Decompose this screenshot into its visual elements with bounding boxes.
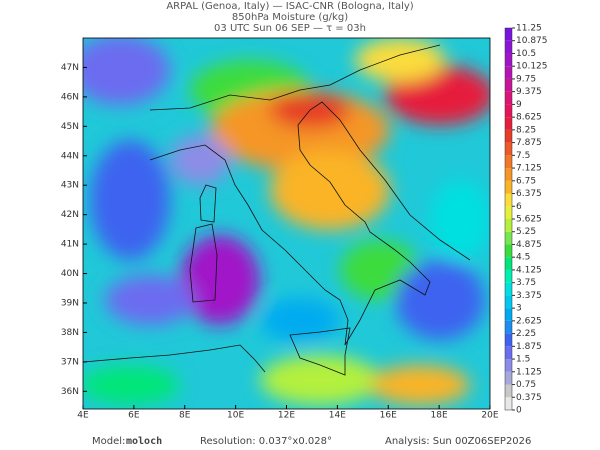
colorbar-label: 10.5 [516,49,536,59]
y-tick-label: 43N [61,181,79,191]
colorbar-label: 9.75 [516,74,536,84]
y-tick-label: 45N [61,122,79,132]
coastline-africa [83,344,266,373]
colorbar-bin [505,244,512,258]
colorbar-bin [505,180,512,194]
colorbar-bin [505,193,512,207]
x-tick-label: 4E [77,411,89,421]
border [149,44,441,111]
colorbar-bin [505,308,512,321]
x-tick-label: 10E [227,411,244,421]
x-tick-label: 18E [431,411,448,421]
y-tick-label: 42N [61,210,79,220]
colorbar-bin [505,155,512,169]
colorbar-label: 3.75 [516,278,536,288]
colorbar-bin [505,320,512,334]
colorbar-label: 11.25 [516,24,542,34]
colorbar-bin [505,168,512,181]
y-tick-label: 46N [61,92,79,102]
colorbar-bin [505,384,512,398]
colorbar-bin [505,91,512,105]
colorbar-label: 0.375 [516,393,542,403]
colorbar-label: 7.125 [516,164,542,174]
colorbar-label: 4.125 [516,265,542,275]
moisture-field [83,38,490,409]
colorbar-bin [505,28,512,41]
colorbar-label: 7.5 [516,151,530,161]
colorbar-bin [505,371,512,385]
colorbar-label: 5.25 [516,227,536,237]
colorbar-label: 6.375 [516,189,542,199]
colorbar-label: 9.375 [516,87,542,97]
footer-resolution: Resolution: 0.037°x0.028° [200,436,332,447]
colorbar-bin [505,117,512,130]
y-tick-label: 36N [61,387,79,397]
colorbar-label: 1.125 [516,367,542,377]
coastline-sicily [289,327,351,376]
colorbar-label: 7.875 [516,138,542,148]
colorbar-bin [505,269,512,283]
footer-analysis: Analysis: Sun 00Z06SEP2026 [385,436,531,447]
colorbar-label: 10.125 [516,62,548,72]
colorbar-bin [505,231,512,245]
footer-model-label: Model: [92,436,125,447]
y-tick-label: 40N [61,269,79,279]
y-tick-label: 38N [61,328,79,338]
colorbar-label: 0 [516,406,522,416]
colorbar-bin [505,104,512,118]
colorbar-bin [505,333,512,347]
colorbar-bin [505,257,512,270]
x-tick-label: 20E [481,411,498,421]
colorbar-label: 8.625 [516,113,542,123]
colorbar-label: 4.5 [516,253,530,263]
colorbar-bin [505,78,512,92]
colorbar-label: 2.25 [516,329,536,339]
colorbar-bin [505,219,512,232]
x-tick-label: 16E [380,411,397,421]
colorbar-bin [505,206,512,219]
colorbar-label: 3 [516,304,522,314]
colorbar-label: 3.375 [516,291,542,301]
colorbar-bin [505,346,512,360]
colorbar-label: 0.75 [516,380,536,390]
colorbar-bin [505,397,512,410]
title-line: ARPAL (Genoa, Italy) — ISAC-CNR (Bologna… [166,1,413,12]
x-tick-label: 14E [329,411,346,421]
y-tick-label: 41N [61,240,79,250]
colorbar-bin [505,66,512,79]
colorbar-label: 9 [516,100,522,110]
colorbar-label: 4.875 [516,240,542,250]
title-line: 850hPa Moisture (g/kg) [232,12,348,23]
colorbar-label: 6.75 [516,176,536,186]
colorbar-bin [505,53,512,67]
colorbar-label: 1.875 [516,342,542,352]
colorbar-bin [505,295,512,309]
colorbar-label: 8.25 [516,125,536,135]
colorbar-label: 2.625 [516,316,542,326]
colorbar-label: 10.875 [516,36,548,46]
colorbar-bin [505,129,512,143]
x-tick-label: 6E [128,411,140,421]
colorbar-bin [505,142,512,156]
colorbar-label: 5.625 [516,215,542,225]
colorbar-bin [505,359,512,372]
coastline [149,101,471,346]
colorbar-bin [505,282,512,296]
y-tick-label: 39N [61,299,79,309]
y-tick-label: 37N [61,357,79,367]
coastline-corsica [199,184,217,223]
y-tick-label: 47N [61,63,79,73]
title-line: 03 UTC Sun 06 SEP — τ = 03h [214,23,366,34]
colorbar-label: 6 [516,202,522,212]
x-tick-label: 12E [278,411,295,421]
colorbar-bin [505,40,512,54]
coastline-sardinia [189,223,218,303]
x-tick-label: 8E [179,411,191,421]
footer-model: moloch [126,436,162,447]
y-tick-label: 44N [61,151,79,161]
colorbar-label: 1.5 [516,355,530,365]
